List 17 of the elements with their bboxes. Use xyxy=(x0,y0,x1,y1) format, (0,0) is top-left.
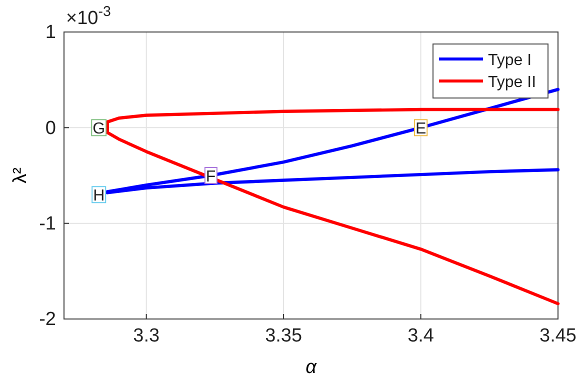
text: ×10$^{-3}$ xyxy=(66,4,111,29)
x-tick-label: 3.4 xyxy=(408,325,434,346)
y-tick-label: -1 xyxy=(39,213,56,234)
annotation: E xyxy=(415,120,426,138)
y-axis-title: λ² xyxy=(10,168,31,184)
y-tick-label: 1 xyxy=(45,22,56,44)
legend-label: Type II xyxy=(488,74,536,91)
x-tick-label: 3.35 xyxy=(265,325,302,346)
x-tick-label: 3.45 xyxy=(540,325,576,346)
x-axis-title: α xyxy=(306,357,318,378)
x-tick-label: 3.3 xyxy=(133,325,160,346)
y-tick-label: 0 xyxy=(45,118,56,139)
annotation: F xyxy=(206,168,216,186)
annotation: G xyxy=(92,120,106,138)
y-tick-label: -2 xyxy=(39,309,56,330)
annotation: H xyxy=(93,188,105,205)
legend-label: Type I xyxy=(488,52,532,69)
